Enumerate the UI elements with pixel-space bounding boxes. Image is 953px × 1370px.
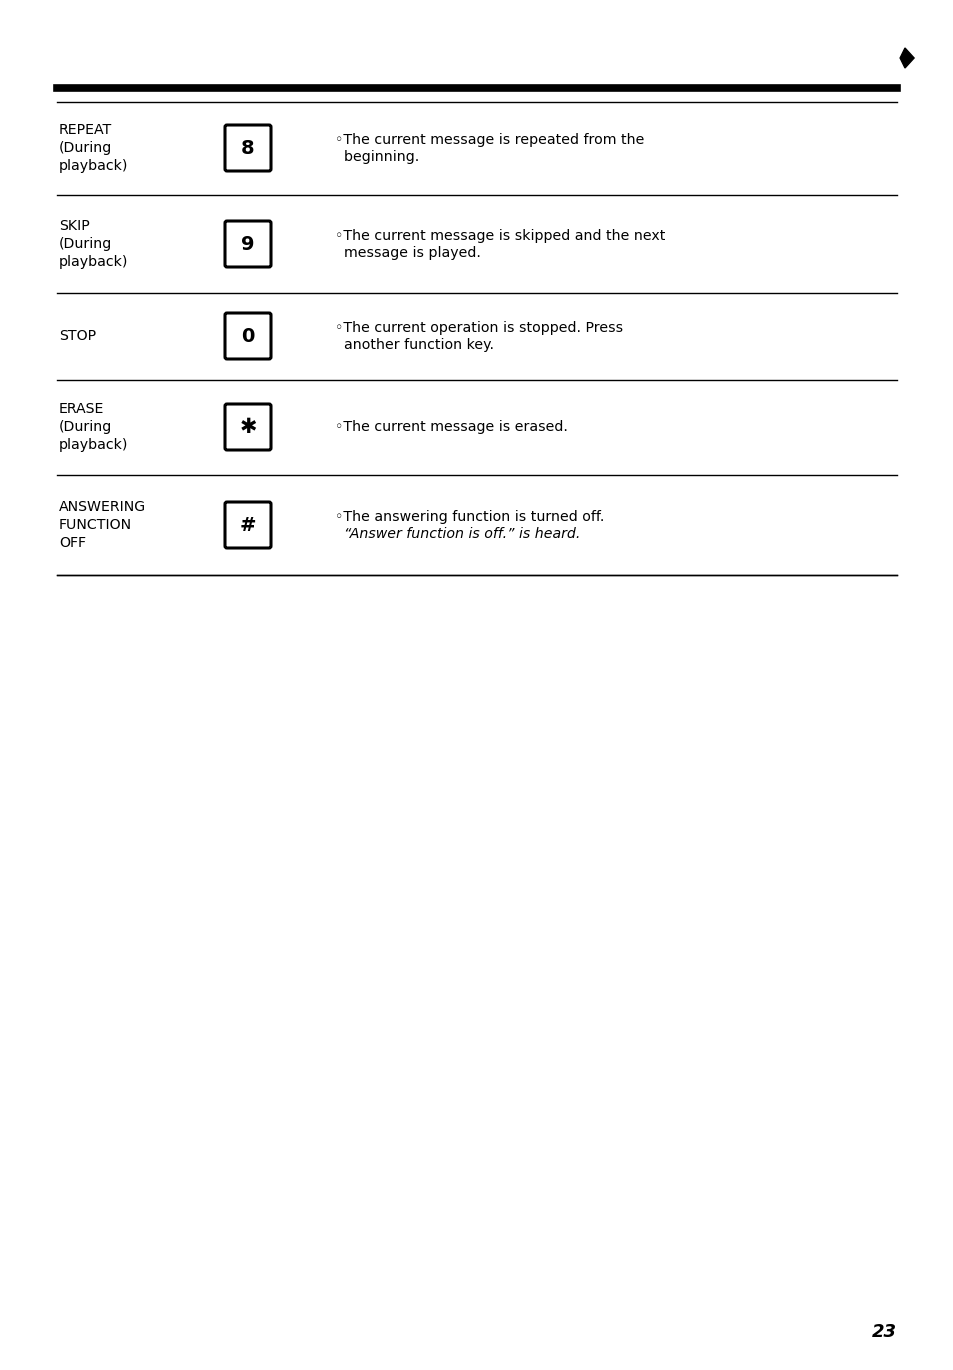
Text: 23: 23	[871, 1323, 896, 1341]
Text: SKIP: SKIP	[59, 219, 90, 233]
Text: ◦The answering function is turned off.: ◦The answering function is turned off.	[335, 510, 604, 523]
FancyBboxPatch shape	[225, 312, 271, 359]
Text: ERASE: ERASE	[59, 401, 104, 416]
Text: playback): playback)	[59, 438, 129, 452]
Text: FUNCTION: FUNCTION	[59, 518, 132, 532]
Text: ◦The current message is repeated from the: ◦The current message is repeated from th…	[335, 133, 643, 147]
Text: OFF: OFF	[59, 536, 86, 549]
Text: playback): playback)	[59, 159, 129, 173]
Text: ANSWERING: ANSWERING	[59, 500, 146, 514]
Text: #: #	[239, 515, 256, 534]
Text: 9: 9	[241, 234, 254, 253]
Text: (During: (During	[59, 141, 112, 155]
Text: STOP: STOP	[59, 329, 96, 342]
FancyBboxPatch shape	[225, 125, 271, 171]
Text: “Answer function is off.” is heard.: “Answer function is off.” is heard.	[335, 526, 579, 541]
Text: ◦The current message is erased.: ◦The current message is erased.	[335, 421, 567, 434]
Text: REPEAT: REPEAT	[59, 123, 112, 137]
Text: ✱: ✱	[239, 416, 256, 437]
Text: 8: 8	[241, 138, 254, 158]
Text: 0: 0	[241, 326, 254, 345]
Text: another function key.: another function key.	[335, 337, 494, 352]
Text: (During: (During	[59, 421, 112, 434]
Text: ◦The current operation is stopped. Press: ◦The current operation is stopped. Press	[335, 321, 622, 334]
Text: playback): playback)	[59, 255, 129, 269]
Polygon shape	[900, 48, 913, 68]
Text: ◦The current message is skipped and the next: ◦The current message is skipped and the …	[335, 229, 664, 242]
Text: beginning.: beginning.	[335, 149, 418, 163]
FancyBboxPatch shape	[225, 404, 271, 449]
Text: message is played.: message is played.	[335, 245, 480, 259]
FancyBboxPatch shape	[225, 501, 271, 548]
FancyBboxPatch shape	[225, 221, 271, 267]
Text: (During: (During	[59, 237, 112, 251]
